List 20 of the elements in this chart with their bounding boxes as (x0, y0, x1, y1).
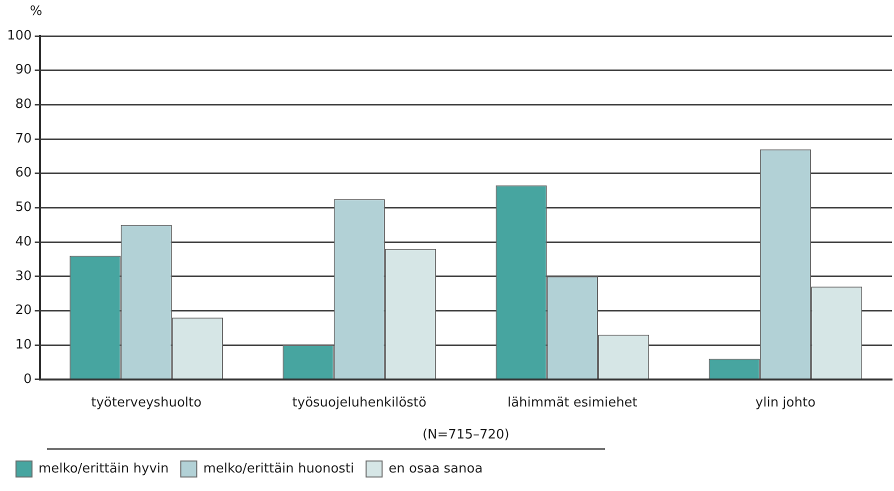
legend-label: melko/erittäin hyvin (38, 461, 169, 476)
x-tick-label: lähimmät esimiehet (507, 396, 638, 411)
y-tick-label: 40 (15, 234, 32, 250)
y-tick-label: 90 (15, 62, 32, 78)
x-tick-label: työsuojeluhenkilöstö (292, 396, 427, 411)
legend-label: en osaa sanoa (388, 461, 483, 476)
x-tick-label: työterveyshuolto (91, 396, 202, 411)
x-tick-label: ylin johto (755, 396, 816, 411)
y-tick-label: 80 (15, 97, 32, 112)
y-tick-label: 60 (15, 166, 32, 181)
y-tick-label: 0 (24, 372, 32, 387)
text: (N=715–720) (422, 427, 510, 442)
y-tick-label: 10 (15, 337, 32, 352)
y-axis-title: % (30, 4, 42, 19)
y-tick-label: 100 (6, 28, 32, 44)
legend-label: melko/erittäin huonosti (203, 461, 354, 476)
y-tick-label: 70 (15, 131, 32, 146)
y-tick-label: 30 (15, 268, 32, 284)
y-tick-label: 50 (15, 200, 32, 216)
y-tick-label: 20 (15, 303, 32, 318)
